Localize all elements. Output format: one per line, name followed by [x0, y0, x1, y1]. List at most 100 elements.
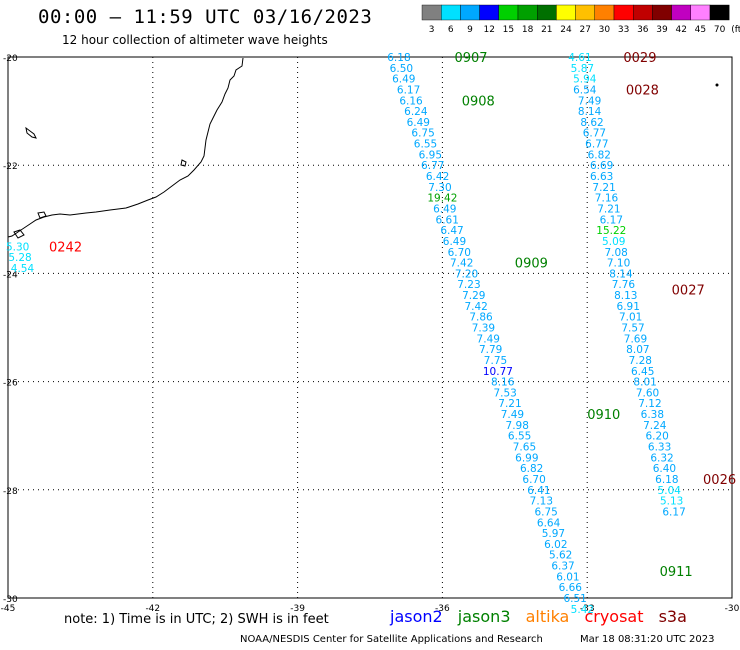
- lat-tick-label: -20: [3, 54, 18, 64]
- swh-value: 6.49: [392, 74, 415, 86]
- colorbar-swatch: [556, 4, 576, 21]
- swh-value: 5.30: [6, 241, 29, 253]
- colorbar-label: 30: [599, 25, 611, 35]
- swh-value: 6.42: [426, 171, 449, 183]
- swh-value: 8.13: [614, 290, 637, 302]
- island: [37, 211, 47, 219]
- pass-time-label: 0907: [454, 51, 487, 66]
- swh-value: 6.77: [421, 160, 444, 172]
- swh-value: 7.24: [643, 420, 667, 432]
- swh-value: 5.04: [658, 485, 682, 497]
- swh-value: 7.42: [450, 258, 473, 270]
- footer-note: note: 1) Time is in UTC; 2) SWH is in fe…: [64, 612, 329, 627]
- colorbar-swatch: [441, 4, 461, 21]
- colorbar-swatch: [421, 4, 442, 21]
- lon-tick-label: -39: [290, 604, 305, 614]
- lat-tick-label: -30: [3, 595, 18, 605]
- swh-value: 10.77: [483, 366, 513, 378]
- pass-time-label: 0242: [49, 240, 82, 255]
- pass-time-label: 0027: [672, 284, 705, 299]
- colorbar-swatch: [709, 4, 730, 21]
- swh-value: 6.17: [600, 214, 623, 226]
- legend-altika: altika: [525, 607, 570, 626]
- swh-value: 6.16: [399, 95, 423, 107]
- swh-value: 7.16: [595, 193, 619, 205]
- swh-value: 6.54: [573, 84, 597, 96]
- swh-value: 7.01: [619, 312, 642, 324]
- swh-value: 7.23: [457, 279, 480, 291]
- swh-value: 6.20: [645, 431, 668, 443]
- swh-value: 7.53: [493, 387, 516, 399]
- swh-value: 5.94: [573, 74, 597, 86]
- swh-value: 6.47: [440, 225, 463, 237]
- colorbar-label: 39: [656, 25, 668, 35]
- colorbar-swatch: [575, 4, 595, 21]
- satellite-legend: jason2 jason3 altika cryosat s3a: [390, 607, 697, 626]
- swh-value: 6.41: [527, 485, 550, 497]
- lat-tick-label: -26: [3, 379, 18, 389]
- swh-value: 6.64: [537, 517, 561, 529]
- swh-value: 7.49: [501, 409, 524, 421]
- lat-tick-label: -28: [3, 487, 18, 497]
- colorbar-swatch: [690, 4, 711, 21]
- swh-value: 6.75: [534, 506, 557, 518]
- swh-value: 6.33: [648, 442, 671, 454]
- swh-value: 7.60: [636, 387, 659, 399]
- pass-time-label: 0028: [626, 83, 659, 98]
- swh-value: 7.21: [498, 398, 521, 410]
- colorbar-swatch: [498, 4, 519, 21]
- lon-tick-label: -36: [435, 604, 450, 614]
- pass-time-label: 0910: [587, 408, 620, 423]
- swh-value: 6.18: [387, 52, 410, 64]
- map-grid: -45 -42 -39 -36 -33 -30 -20 -22 -24 -26 -28 -30: [1, 54, 740, 614]
- colorbar-label: 9: [467, 25, 473, 35]
- legend-cryosat: cryosat: [584, 607, 644, 626]
- island: [180, 159, 187, 167]
- pass-time-label: 0911: [660, 565, 693, 580]
- colorbar-label: 21: [541, 25, 552, 35]
- colorbar-swatch: [537, 4, 557, 21]
- swh-value: 7.12: [638, 398, 661, 410]
- lat-tick-label: -22: [3, 162, 18, 172]
- colorbar-label: 15: [503, 25, 514, 35]
- swh-value: 6.32: [650, 452, 673, 464]
- swh-value: 6.01: [556, 571, 579, 583]
- swh-value: 6.82: [520, 463, 543, 475]
- swh-value: 5.87: [571, 63, 594, 75]
- swh-value: 8.14: [578, 106, 602, 118]
- legend-jason2: jason2: [390, 607, 443, 626]
- swh-value: 6.63: [590, 171, 613, 183]
- swh-value: 7.57: [621, 323, 644, 335]
- colorbar-swatch: [652, 4, 672, 21]
- swh-value: 6.66: [559, 582, 583, 594]
- colorbar-swatch: [517, 4, 538, 21]
- swh-value: 6.77: [583, 128, 606, 140]
- colorbar-swatch: [594, 4, 615, 21]
- swh-value: 6.55: [414, 139, 437, 151]
- swh-value: 7.65: [513, 442, 536, 454]
- swh-value: 6.45: [631, 366, 654, 378]
- pass-time-label: 0909: [515, 257, 548, 272]
- swh-value: 5.13: [660, 496, 683, 508]
- swh-value: 6.77: [585, 139, 608, 151]
- swh-value: 6.38: [641, 409, 664, 421]
- pass-time-labels: 0907 0908 0909 0910 0911 0029 0028 0027 0026 0242: [49, 51, 736, 580]
- swh-value: 5.42: [571, 604, 594, 616]
- swh-value: 5.62: [549, 550, 572, 562]
- swh-value: 8.62: [580, 117, 603, 129]
- swh-value: 7.39: [472, 323, 495, 335]
- swh-value: 6.61: [436, 214, 459, 226]
- altimeter-tracks: 6.186.506.496.176.166.246.496.756.556.95…: [6, 52, 686, 616]
- swh-value: 6.18: [655, 474, 678, 486]
- swh-value: 6.49: [407, 117, 430, 129]
- colorbar-label: 45: [695, 25, 706, 35]
- swh-value: 6.75: [411, 128, 434, 140]
- swh-value: 6.24: [404, 106, 428, 118]
- swh-value: 6.55: [508, 431, 531, 443]
- swh-value: 6.49: [443, 236, 466, 248]
- lon-tick-label: -30: [725, 604, 740, 614]
- colorbar-label: 33: [618, 25, 629, 35]
- legend-s3a: s3a: [658, 607, 687, 626]
- legend-jason3: jason3: [457, 607, 511, 626]
